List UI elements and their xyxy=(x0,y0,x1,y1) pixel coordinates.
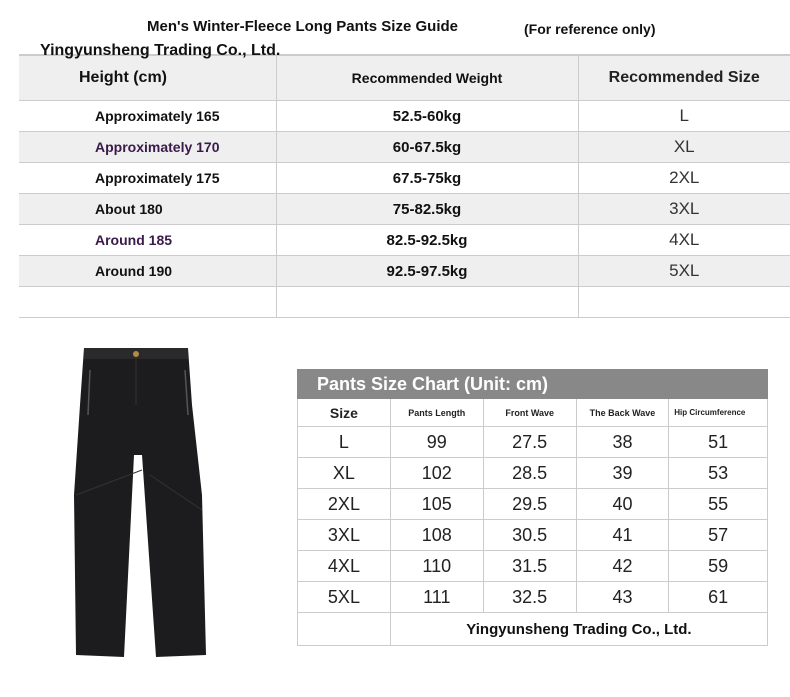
weight-cell: 92.5-97.5kg xyxy=(275,255,578,287)
chart-cell: 38 xyxy=(575,426,670,458)
chart-cell: 57 xyxy=(668,519,768,551)
chart-cell: 111 xyxy=(389,581,484,613)
size-cell: 2XL xyxy=(577,162,790,194)
chart-header: Size Pants Length Front Wave The Back Wa… xyxy=(297,398,768,427)
table-row: Approximately 170 60-67.5kg XL xyxy=(19,131,790,163)
size-cell: L xyxy=(577,100,790,132)
weight-cell: 52.5-60kg xyxy=(275,100,578,132)
brand-label: Yingyunsheng Trading Co., Ltd. xyxy=(40,42,281,59)
black-pants-image xyxy=(74,348,206,657)
chart-cell: 102 xyxy=(389,457,484,489)
chart-cell: 41 xyxy=(575,519,670,551)
guide-title: Men's Winter-Fleece Long Pants Size Guid… xyxy=(147,18,458,35)
chart-cell: 105 xyxy=(389,488,484,520)
chart-cell: 42 xyxy=(575,550,670,582)
chart-cell: 27.5 xyxy=(482,426,577,458)
height-cell: Approximately 170 xyxy=(19,131,276,163)
chart-row: 5XL 111 32.5 43 61 xyxy=(297,581,768,613)
header-height: Height (cm) xyxy=(19,54,276,101)
header-back-wave: The Back Wave xyxy=(575,398,670,427)
chart-cell: 59 xyxy=(668,550,768,582)
height-cell: About 180 xyxy=(19,193,276,225)
chart-cell: L xyxy=(297,426,391,458)
chart-row: 2XL 105 29.5 40 55 xyxy=(297,488,768,520)
chart-cell: 99 xyxy=(389,426,484,458)
chart-cell: 2XL xyxy=(297,488,391,520)
weight-cell: 75-82.5kg xyxy=(275,193,578,225)
brand-label: Yingyunsheng Trading Co., Ltd. xyxy=(389,612,769,646)
empty-cell xyxy=(19,286,276,318)
chart-cell: 5XL xyxy=(297,581,391,613)
chart-cell: 4XL xyxy=(297,550,391,582)
weight-cell: 82.5-92.5kg xyxy=(275,224,578,256)
header-front-wave: Front Wave xyxy=(482,398,577,427)
empty-cell xyxy=(297,612,391,646)
chart-cell: 32.5 xyxy=(482,581,577,613)
header-pants-length: Pants Length xyxy=(389,398,484,427)
chart-cell: 30.5 xyxy=(482,519,577,551)
size-cell: 3XL xyxy=(577,193,790,225)
recommendation-table: Height (cm) Recommended Weight Recommend… xyxy=(19,54,790,318)
table-row: Approximately 175 67.5-75kg 2XL xyxy=(19,162,790,194)
chart-row: 3XL 108 30.5 41 57 xyxy=(297,519,768,551)
chart-cell: 55 xyxy=(668,488,768,520)
empty-cell xyxy=(275,286,578,318)
chart-row: 4XL 110 31.5 42 59 xyxy=(297,550,768,582)
chart-cell: 31.5 xyxy=(482,550,577,582)
header-weight: Recommended Weight xyxy=(275,54,578,101)
chart-cell: 108 xyxy=(389,519,484,551)
table-row: Around 190 92.5-97.5kg 5XL xyxy=(19,255,790,287)
chart-cell: 61 xyxy=(668,581,768,613)
height-cell: Approximately 175 xyxy=(19,162,276,194)
size-cell: XL xyxy=(577,131,790,163)
pants-size-chart: Pants Size Chart (Unit: cm) Size Pants L… xyxy=(297,369,769,646)
chart-cell: 40 xyxy=(575,488,670,520)
empty-row xyxy=(19,286,790,318)
chart-title: Pants Size Chart (Unit: cm) xyxy=(297,369,768,399)
table-row: About 180 75-82.5kg 3XL xyxy=(19,193,790,225)
chart-cell: 51 xyxy=(668,426,768,458)
height-cell: Around 190 xyxy=(19,255,276,287)
table-row: Around 185 82.5-92.5kg 4XL xyxy=(19,224,790,256)
chart-cell: 3XL xyxy=(297,519,391,551)
chart-row: L 99 27.5 38 51 xyxy=(297,426,768,458)
chart-cell: 43 xyxy=(575,581,670,613)
chart-cell: 110 xyxy=(389,550,484,582)
header-size: Recommended Size xyxy=(577,54,790,101)
table-header: Height (cm) Recommended Weight Recommend… xyxy=(19,54,790,101)
chart-cell: XL xyxy=(297,457,391,489)
height-cell: Approximately 165 xyxy=(19,100,276,132)
weight-cell: 67.5-75kg xyxy=(275,162,578,194)
weight-cell: 60-67.5kg xyxy=(275,131,578,163)
header-size: Size xyxy=(297,398,391,427)
empty-cell xyxy=(577,286,790,318)
chart-row: XL 102 28.5 39 53 xyxy=(297,457,768,489)
chart-cell: 39 xyxy=(575,457,670,489)
size-cell: 4XL xyxy=(577,224,790,256)
chart-cell: 53 xyxy=(668,457,768,489)
chart-cell: 29.5 xyxy=(482,488,577,520)
chart-cell: 28.5 xyxy=(482,457,577,489)
reference-note: (For reference only) xyxy=(524,21,656,37)
height-cell: Around 185 xyxy=(19,224,276,256)
brand-row: Yingyunsheng Trading Co., Ltd. xyxy=(297,612,769,646)
size-cell: 5XL xyxy=(577,255,790,287)
table-row: Approximately 165 52.5-60kg L xyxy=(19,100,790,132)
header-hip: Hip Circumference xyxy=(668,398,768,427)
